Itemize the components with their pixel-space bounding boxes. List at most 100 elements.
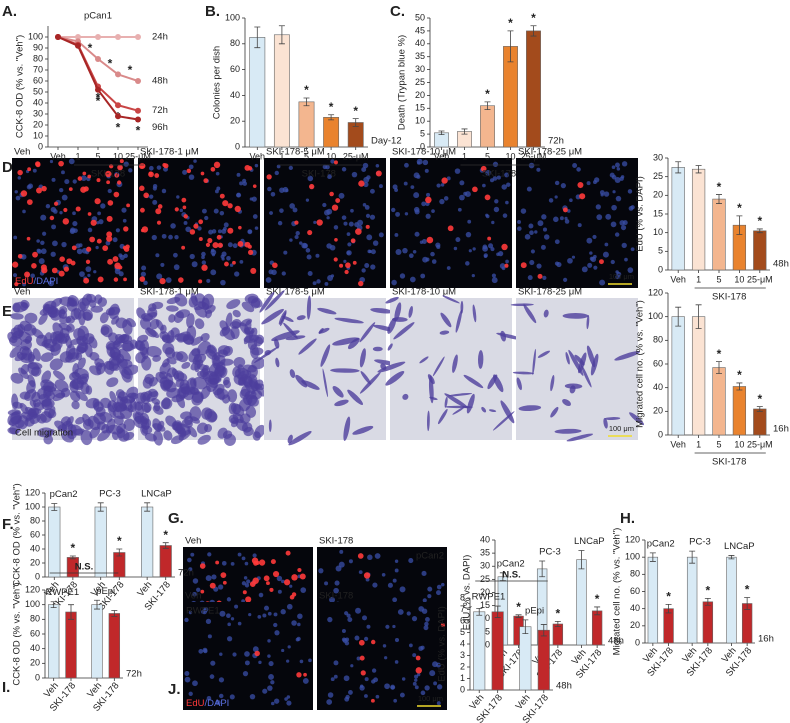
nucleus-dapi	[279, 208, 284, 213]
nucleus-dapi	[254, 226, 259, 230]
nucleus-dapi	[412, 250, 417, 254]
cell	[181, 361, 191, 369]
cell	[111, 351, 120, 361]
cell	[161, 397, 171, 409]
y-tick-label: 25	[480, 574, 490, 584]
nucleus-dapi	[184, 617, 189, 623]
nucleus-dapi	[348, 689, 353, 695]
nucleus-edu	[358, 280, 364, 287]
nucleus-dapi	[372, 240, 379, 246]
nucleus-dapi	[403, 181, 408, 186]
y-axis-label: Death (Trypan blue %)	[397, 35, 408, 130]
error-bar	[578, 550, 585, 570]
cell	[20, 339, 32, 351]
nucleus-edu	[447, 225, 454, 232]
x-tick-label: 5	[716, 439, 721, 449]
nucleus-dapi	[366, 624, 371, 629]
nucleus-dapi	[286, 700, 292, 706]
nucleus-dapi	[236, 192, 242, 198]
y-tick-label: 30	[653, 152, 663, 162]
nucleus-dapi	[267, 186, 272, 192]
stain-legend: EdU/DAPI	[15, 276, 58, 287]
nucleus-dapi	[22, 209, 26, 214]
nucleus-dapi	[122, 218, 127, 223]
cell	[79, 301, 86, 311]
nucleus-dapi	[198, 648, 204, 654]
x-tick-label: 1	[696, 274, 701, 284]
nucleus-dapi	[548, 198, 554, 203]
nucleus-dapi	[605, 213, 612, 220]
y-tick-label: 0	[658, 429, 663, 439]
nucleus-dapi	[392, 597, 398, 603]
nucleus-dapi	[369, 188, 375, 194]
nucleus-edu	[296, 672, 302, 678]
x-tick-label: Veh	[434, 151, 450, 161]
nucleus-dapi	[206, 695, 212, 701]
image-label: Veh	[185, 536, 201, 547]
cell	[247, 296, 263, 308]
nucleus-dapi	[619, 176, 624, 181]
nucleus-dapi	[537, 220, 544, 227]
nucleus-dapi	[265, 277, 272, 283]
nucleus-edu	[140, 228, 145, 233]
y-tick-label: 1	[460, 673, 465, 683]
nucleus-dapi	[443, 196, 449, 201]
nucleus-edu	[58, 160, 64, 167]
significance: *	[88, 41, 93, 55]
nucleus-edu	[86, 246, 92, 252]
error-bar	[728, 555, 735, 560]
error-bar	[539, 560, 546, 578]
cell	[219, 326, 231, 337]
cell	[29, 413, 41, 425]
cell	[146, 391, 159, 402]
nucleus-dapi	[341, 167, 347, 172]
y-tick-label: 0	[420, 141, 425, 151]
nucleus-edu	[59, 256, 65, 262]
nucleus-edu	[370, 639, 376, 645]
nucleus-edu	[31, 263, 37, 269]
nucleus-dapi	[72, 211, 76, 216]
nucleus-edu	[222, 580, 227, 585]
nucleus-dapi	[355, 607, 362, 614]
cell	[562, 398, 571, 407]
annotation: 72h	[126, 669, 142, 680]
y-axis-label: EdU (% vs. DAPI)	[635, 176, 646, 252]
error-bar	[756, 228, 763, 234]
nucleus-edu	[107, 258, 114, 265]
nucleus-dapi	[459, 194, 465, 201]
cell	[119, 367, 131, 380]
nucleus-dapi	[365, 213, 371, 218]
cell	[330, 368, 360, 373]
nucleus-dapi	[294, 234, 299, 240]
nucleus-dapi	[455, 237, 461, 243]
significance: *	[108, 57, 113, 71]
cell	[201, 297, 210, 311]
error-bar	[736, 215, 743, 235]
y-tick-label: 15	[415, 103, 425, 113]
nucleus-dapi	[215, 171, 220, 176]
nucleus-dapi	[564, 219, 570, 224]
nucleus-dapi	[394, 233, 399, 237]
y-tick-label: 5	[658, 246, 663, 256]
bar	[91, 604, 103, 679]
cell	[31, 328, 44, 339]
cell	[271, 330, 300, 342]
y-tick-label: 5	[420, 128, 425, 138]
nucleus-edu	[415, 655, 421, 661]
x-tick-label: 1	[279, 151, 284, 161]
nucleus-edu	[299, 573, 306, 580]
nucleus-edu	[232, 260, 236, 265]
nucleus-dapi	[318, 568, 324, 574]
nucleus-dapi	[295, 637, 300, 642]
nucleus-dapi	[140, 271, 146, 277]
error-bar	[50, 601, 57, 608]
nucleus-dapi	[436, 584, 442, 590]
cell	[223, 376, 230, 386]
y-tick-label: 35	[480, 548, 490, 558]
y-tick-label: 80	[30, 614, 40, 624]
nucleus-edu	[219, 193, 225, 199]
nucleus-edu	[63, 207, 68, 213]
nucleus-dapi	[100, 203, 106, 209]
nucleus-dapi	[414, 231, 420, 237]
nucleus-dapi	[258, 592, 264, 598]
